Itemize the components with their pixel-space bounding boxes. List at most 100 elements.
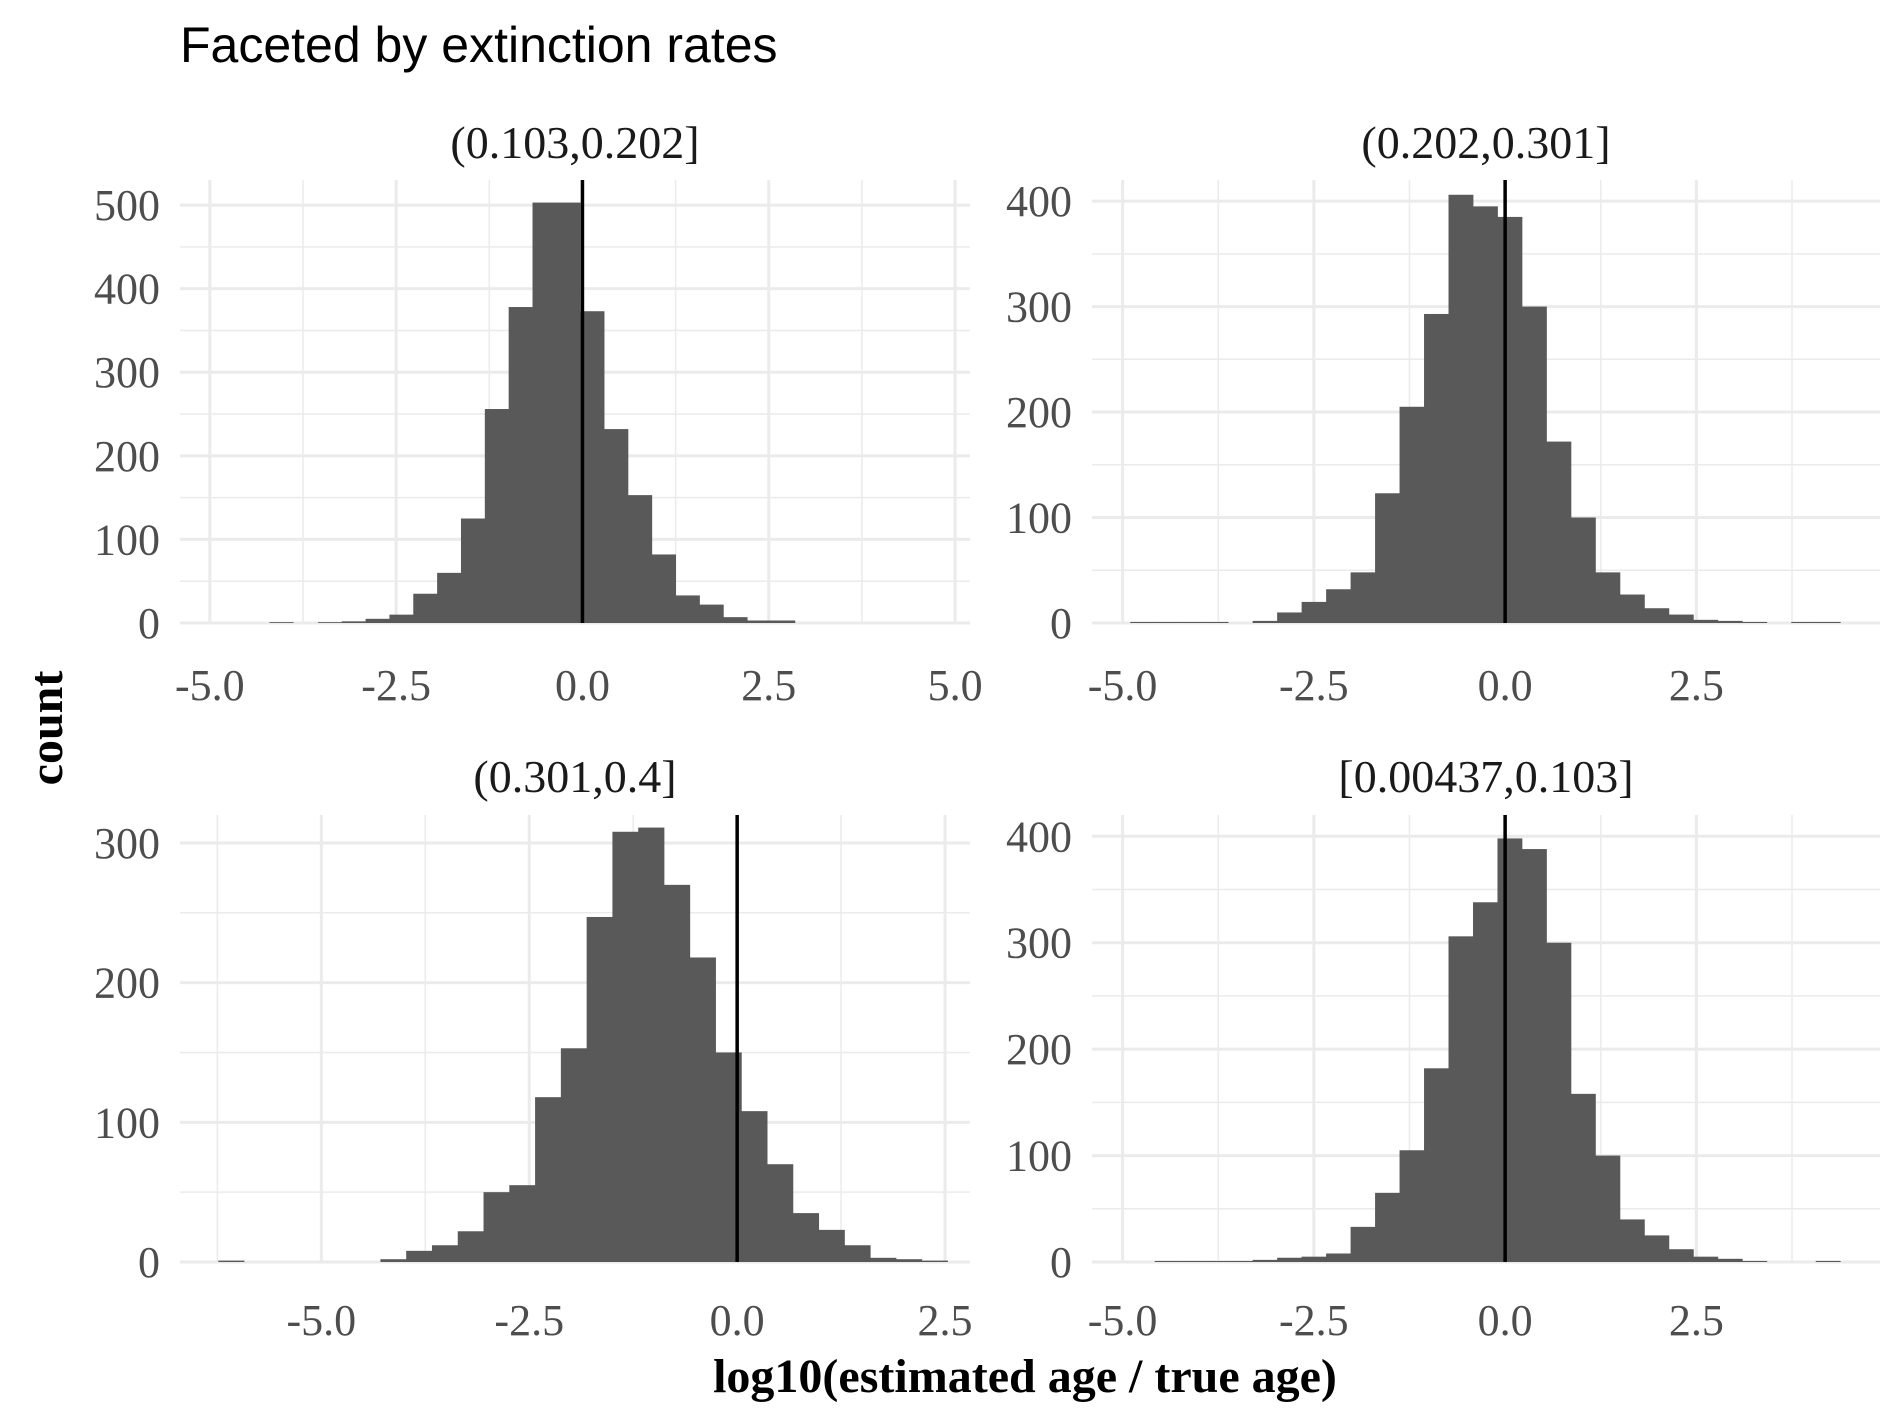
y-tick-label: 200: [1006, 388, 1072, 437]
y-tick-label: 300: [1006, 283, 1072, 332]
histogram-bar: [1154, 1260, 1180, 1262]
x-tick-label: 2.5: [1669, 1296, 1724, 1345]
histogram-bar: [1252, 1259, 1278, 1262]
histogram-bar: [747, 620, 772, 623]
histogram-bar: [431, 1245, 459, 1262]
histogram-bar: [1203, 621, 1229, 623]
histogram-bar: [1179, 621, 1205, 623]
x-tick-label: 5.0: [928, 661, 983, 710]
chart-title: Faceted by extinction rates: [180, 17, 778, 73]
histogram-bar: [580, 311, 605, 623]
x-tick-label: -2.5: [494, 1296, 564, 1345]
histogram-bar: [269, 622, 294, 623]
histogram-bar: [1350, 572, 1376, 623]
x-tick-label: -5.0: [287, 1296, 357, 1345]
histogram-bar: [1252, 620, 1278, 623]
y-tick-label: 300: [94, 348, 160, 397]
histogram-bar: [484, 409, 510, 623]
y-tick-label: 100: [1006, 494, 1072, 543]
x-axis-title: log10(estimated age / true age): [713, 1350, 1337, 1403]
x-tick-label: 0.0: [1478, 661, 1533, 710]
histogram-bar: [1644, 608, 1670, 623]
histogram-bar: [1472, 206, 1498, 623]
histogram-bar: [535, 1097, 562, 1262]
histogram-bar: [1570, 517, 1596, 623]
facet-panel-2: (0.202,0.301] -5.0 -2.5 0.0 2.5 0 100 200 300 400: [1006, 117, 1880, 710]
x-tick-label: -2.5: [1279, 1296, 1349, 1345]
x-tick-label: 0.0: [1478, 1296, 1533, 1345]
y-tick-label: 400: [1006, 812, 1072, 861]
histogram-bar: [818, 1229, 845, 1262]
histogram-bar: [1424, 313, 1449, 623]
histogram-bar: [612, 831, 639, 1262]
facet-panel-4: [0.00437,0.103] -5.0 -2.5 0.0 2.5 0 100 200 300 4…: [1006, 751, 1880, 1345]
facet-strip-label: (0.103,0.202]: [450, 117, 699, 168]
histogram-bar: [483, 1192, 510, 1262]
histogram-bar: [1815, 621, 1841, 623]
histogram-bar: [560, 1048, 588, 1262]
histogram-bar: [1742, 1260, 1768, 1262]
x-tick-label: 2.5: [1669, 661, 1724, 710]
histogram-bar: [1668, 1249, 1694, 1262]
x-tick-label: -2.5: [1279, 661, 1349, 710]
histogram-bar: [389, 614, 414, 623]
histogram-bar: [1424, 1068, 1449, 1262]
histogram-bar: [1815, 1260, 1841, 1262]
histogram-bar: [1154, 621, 1180, 623]
x-tick-label: 2.5: [741, 661, 796, 710]
histogram-bar: [844, 1245, 871, 1262]
histogram-bar: [1742, 621, 1768, 623]
histogram-bar: [1326, 1253, 1351, 1262]
histogram-bar: [675, 595, 700, 623]
histogram-bar: [317, 622, 343, 623]
histogram-bar: [1497, 216, 1523, 623]
histogram-bar: [509, 1185, 536, 1262]
histogram-bar: [1693, 1256, 1719, 1262]
histogram-bar: [437, 572, 462, 623]
histogram-bar: [792, 1213, 820, 1262]
x-tick-label: 2.5: [918, 1296, 973, 1345]
x-tick-label: -5.0: [1088, 1296, 1158, 1345]
y-tick-label: 200: [94, 432, 160, 481]
histogram-bar: [457, 1231, 484, 1262]
y-tick-label: 200: [1006, 1025, 1072, 1074]
facet-strip-label: (0.301,0.4]: [473, 751, 676, 802]
histogram-bar: [1472, 902, 1498, 1262]
histogram-bar: [771, 620, 796, 623]
histogram-bar: [413, 593, 438, 623]
y-tick-label: 500: [94, 181, 160, 230]
x-tick-label: 0.0: [710, 1296, 765, 1345]
histogram-bar: [1717, 1258, 1743, 1262]
y-axis-title: count: [20, 671, 73, 786]
histogram-bar: [1228, 1260, 1254, 1262]
histogram-bar: [380, 1259, 407, 1262]
y-tick-label: 100: [94, 515, 160, 564]
y-tick-label: 0: [1050, 1238, 1072, 1287]
histogram-bar: [1619, 594, 1645, 623]
facet-panel-1: (0.103,0.202] -5.0 -2.5 0.0 2.5 5.0 0 100 200 300…: [94, 117, 983, 710]
y-tick-label: 400: [1006, 177, 1072, 226]
histogram-bar: [1521, 849, 1547, 1262]
histogram-bar: [365, 618, 390, 623]
histogram-bar: [1595, 1155, 1621, 1262]
histogram-bar: [1375, 1192, 1400, 1262]
histogram-bar: [663, 884, 691, 1262]
histogram-bar: [1301, 1256, 1327, 1262]
histogram-bar: [1277, 1257, 1303, 1262]
facet-panels: (0.103,0.202] -5.0 -2.5 0.0 2.5 5.0 0 100 200 300…: [94, 117, 1880, 1345]
histogram-bar: [1644, 1235, 1670, 1262]
histogram-bar: [604, 429, 629, 623]
facet-strip-label: [0.00437,0.103]: [1338, 751, 1633, 802]
histogram-bar: [1130, 621, 1156, 623]
histogram-bar: [1791, 621, 1817, 623]
x-tick-label: 0.0: [555, 661, 610, 710]
histogram-bar: [556, 202, 581, 623]
y-tick-label: 200: [94, 959, 160, 1008]
histogram-bar: [1693, 619, 1719, 623]
histogram-bar: [1668, 614, 1694, 623]
histogram-bar: [638, 827, 665, 1262]
y-tick-label: 300: [1006, 919, 1072, 968]
histogram-bar: [1546, 942, 1572, 1262]
histogram-bar: [1326, 589, 1351, 623]
